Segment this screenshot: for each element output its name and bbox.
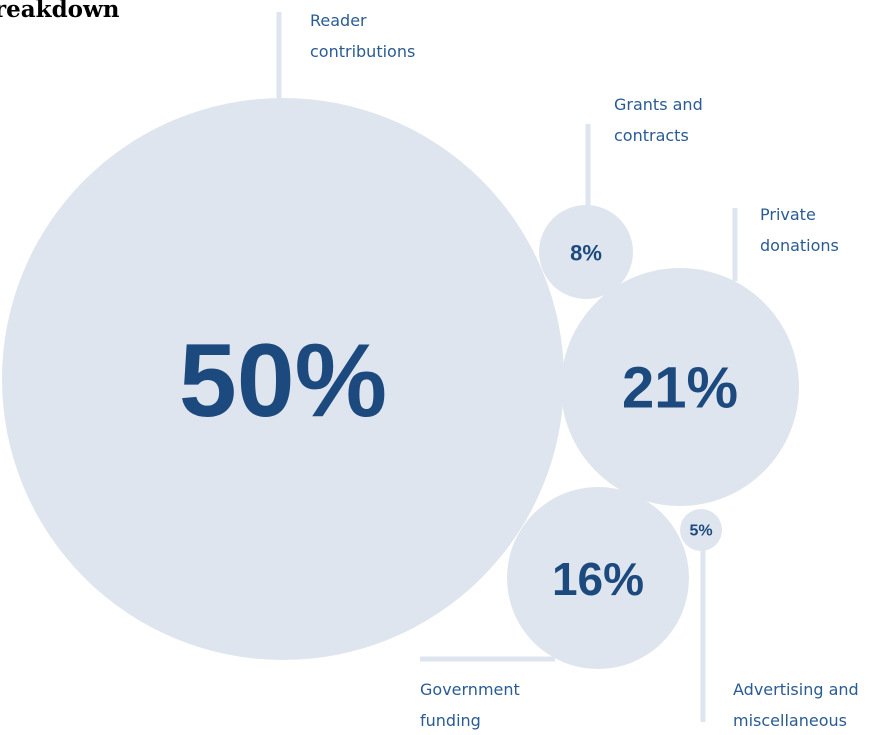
- chart-title: reakdown: [0, 0, 120, 23]
- category-label-grants-contracts: Grants and contracts: [614, 95, 703, 145]
- category-label-private-donations: Private donations: [760, 205, 839, 255]
- value-label-advertising-misc: 5%: [689, 523, 712, 540]
- bubble-private-donations: [561, 268, 799, 506]
- value-label-grants-contracts: 8%: [570, 241, 602, 266]
- category-label-advertising-misc: Advertising and miscellaneous: [733, 680, 859, 730]
- value-label-government-funding: 16%: [552, 553, 644, 605]
- value-label-private-donations: 21%: [622, 356, 738, 421]
- category-label-government-funding: Government funding: [420, 680, 520, 730]
- bubble-advertising-misc: [680, 509, 722, 551]
- bubble-reader-contributions: [2, 98, 564, 660]
- bubble-grants-contracts: [539, 205, 633, 299]
- bubble-government-funding: [507, 487, 689, 669]
- value-label-reader-contributions: 50%: [179, 323, 387, 439]
- category-label-reader-contributions: Reader contributions: [310, 11, 415, 61]
